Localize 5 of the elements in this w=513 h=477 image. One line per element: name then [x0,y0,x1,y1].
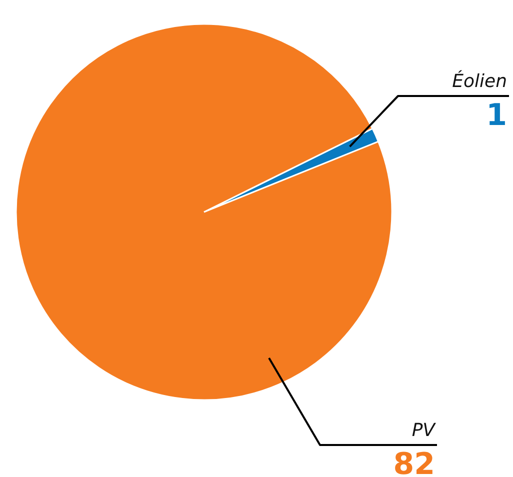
slice-label: Éolien [452,70,507,92]
slice-label: PV [412,420,437,441]
pie-slice [15,24,393,401]
data-label: 82 [393,447,435,477]
data-label: 1 [486,98,507,133]
